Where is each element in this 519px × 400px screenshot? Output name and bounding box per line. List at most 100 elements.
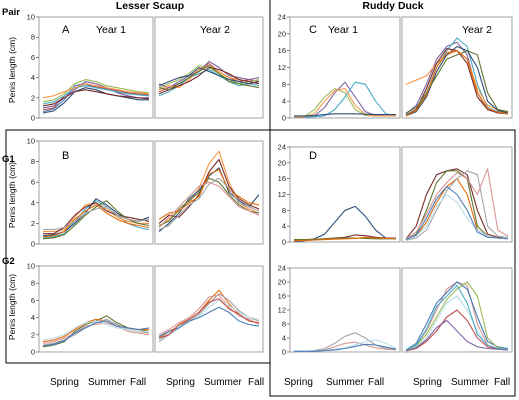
series-line-ls-g2-y2-5 (158, 306, 260, 337)
y-tick-label: 20 (278, 29, 286, 38)
series-line-rd-g1-y2-4 (405, 170, 509, 241)
y-tick-label: 0 (31, 348, 35, 357)
y-tick-label: 8 (282, 80, 286, 89)
y-tick-label: 16 (278, 292, 286, 301)
season-labels: Spring Summer Fall Spring Summer Fall Sp… (50, 377, 510, 388)
series-line-rd-g2-y2-6 (405, 319, 509, 352)
series-line-rd-g2-y2-4 (405, 309, 509, 352)
panel-rd-g1-y2 (401, 146, 513, 243)
season-fall-rd2: Fall (494, 377, 510, 388)
plot-area-rd-g1-y2 (401, 146, 513, 243)
y-axis-title-pair: Penis length (cm) (7, 37, 17, 103)
row-label-g2: G2 (2, 256, 15, 267)
year-label-rd-1: Year 1 (328, 24, 358, 36)
plot-area-ls-pair-y1 (38, 16, 154, 119)
series-line-rd-g1-y2-1 (405, 168, 509, 240)
series-line-rd-g1-y1-3 (294, 237, 396, 241)
y-tick-label: 16 (278, 46, 286, 55)
plot-area-ls-g2-y1 (38, 265, 154, 353)
series-line-rd-pair-y1-2 (294, 81, 396, 118)
y-tick-label: 20 (278, 158, 286, 167)
y-tick-label: 24 (278, 13, 286, 22)
series-line-ls-pair-y2-8 (158, 64, 260, 91)
plot-area-rd-g1-y1 (289, 146, 401, 243)
y-tick-label: 2 (31, 330, 35, 339)
y-tick-label: 10 (27, 13, 35, 22)
series-line-rd-g1-y1-4 (294, 236, 396, 241)
year-label-ls-2: Year 2 (200, 24, 230, 36)
series-line-ls-pair-y1-3 (42, 79, 150, 103)
series-line-ls-pair-y1-8 (42, 89, 150, 107)
season-spring-ls2: Spring (166, 377, 195, 388)
series-line-rd-pair-y2-7 (405, 50, 509, 117)
y-tick-label: 4 (282, 334, 286, 343)
y-tick-label: 6 (31, 53, 35, 62)
series-line-ls-g1-y2-7 (158, 181, 260, 228)
y-tick-label: 6 (31, 178, 35, 187)
panel-label-c: C (309, 24, 317, 36)
series-line-ls-g1-y2-3 (158, 158, 260, 224)
series-line-rd-g1-y2-5 (405, 168, 509, 240)
ruddy-duck-group-frame (269, 129, 516, 397)
lesser-scaup-group-frame (5, 129, 271, 364)
y-tick-label: 2 (31, 93, 35, 102)
y-tick-label: 0 (31, 240, 35, 249)
species-title-ruddy-duck: Ruddy Duck (362, 0, 423, 12)
series-line-rd-g2-y2-7 (405, 284, 509, 351)
series-line-ls-g2-y1-4 (42, 322, 150, 344)
series-line-rd-pair-y2-6 (405, 50, 509, 114)
panel-rd-pair-y2 (401, 16, 513, 119)
series-line-ls-g2-y2-2 (158, 292, 260, 343)
series-line-ls-pair-y2-1 (158, 62, 260, 93)
plot-area-rd-g2-y2 (401, 267, 513, 353)
season-summer-rd2: Summer (451, 377, 489, 388)
season-spring-rd2: Spring (413, 377, 442, 388)
year-label-ls-1: Year 1 (96, 24, 126, 36)
series-line-rd-g2-y1-4 (294, 343, 397, 352)
series-line-ls-g1-y1-7 (43, 206, 150, 231)
panel-label-a: A (62, 24, 70, 36)
panel-ls-g2-y1: 0 2 4 6 8 10 (27, 262, 154, 357)
series-line-ls-pair-y2-4 (158, 68, 260, 97)
series-line-ls-g1-y1-6 (42, 204, 150, 238)
panel-label-d: D (309, 150, 317, 162)
panel-rd-pair-y1: 0 4 8 12 16 20 24 (278, 13, 401, 123)
panel-rd-g1-y1: 0 4 8 12 16 20 24 (278, 143, 401, 247)
panel-ls-g1-y2 (154, 140, 264, 245)
panel-label-b: B (62, 150, 69, 162)
plot-area-rd-pair-y2 (401, 16, 513, 119)
y-tick-label: 10 (27, 137, 35, 146)
y-tick-label: 2 (31, 219, 35, 228)
series-line-ls-g2-y2-6 (158, 298, 260, 339)
season-fall-ls2: Fall (248, 377, 264, 388)
y-tick-label: 0 (31, 114, 35, 123)
season-fall-rd1: Fall (368, 377, 384, 388)
series-line-ls-g1-y2-5 (158, 169, 260, 220)
season-summer-rd1: Summer (326, 377, 364, 388)
plot-area-ls-g1-y2 (154, 140, 264, 245)
y-tick-label: 24 (278, 143, 286, 152)
panel-ls-pair-y1: 0 2 4 6 8 10 (27, 13, 154, 123)
y-tick-label: 0 (282, 114, 286, 123)
series-line-ls-g1-y2-6 (158, 177, 260, 231)
series-line-ls-pair-y1-6 (42, 83, 150, 99)
y-tick-label: 12 (278, 190, 286, 199)
y-tick-label: 4 (282, 222, 286, 231)
y-tick-label: 4 (282, 97, 286, 106)
series-line-ls-pair-y1-7 (42, 87, 149, 114)
season-spring-rd1: Spring (284, 377, 313, 388)
y-tick-label: 12 (278, 63, 286, 72)
series-line-rd-pair-y1-5 (294, 113, 396, 117)
series-line-rd-g1-y1-1 (293, 205, 397, 242)
row-label-g1: G1 (2, 154, 15, 165)
y-tick-label: 0 (282, 238, 286, 247)
series-line-ls-g1-y1-5 (42, 200, 150, 240)
series-line-ls-pair-y1-4 (42, 81, 149, 109)
panel-ls-g1-y1: 0 2 4 6 8 10 (27, 137, 154, 249)
series-line-ls-pair-y1-5 (42, 85, 150, 105)
series-line-rd-pair-y1-1 (293, 87, 396, 118)
series-line-rd-g2-y2-3 (405, 281, 509, 351)
series-line-ls-pair-y2-3 (158, 60, 260, 89)
species-title-lesser-scaup: Lesser Scaup (116, 0, 184, 12)
